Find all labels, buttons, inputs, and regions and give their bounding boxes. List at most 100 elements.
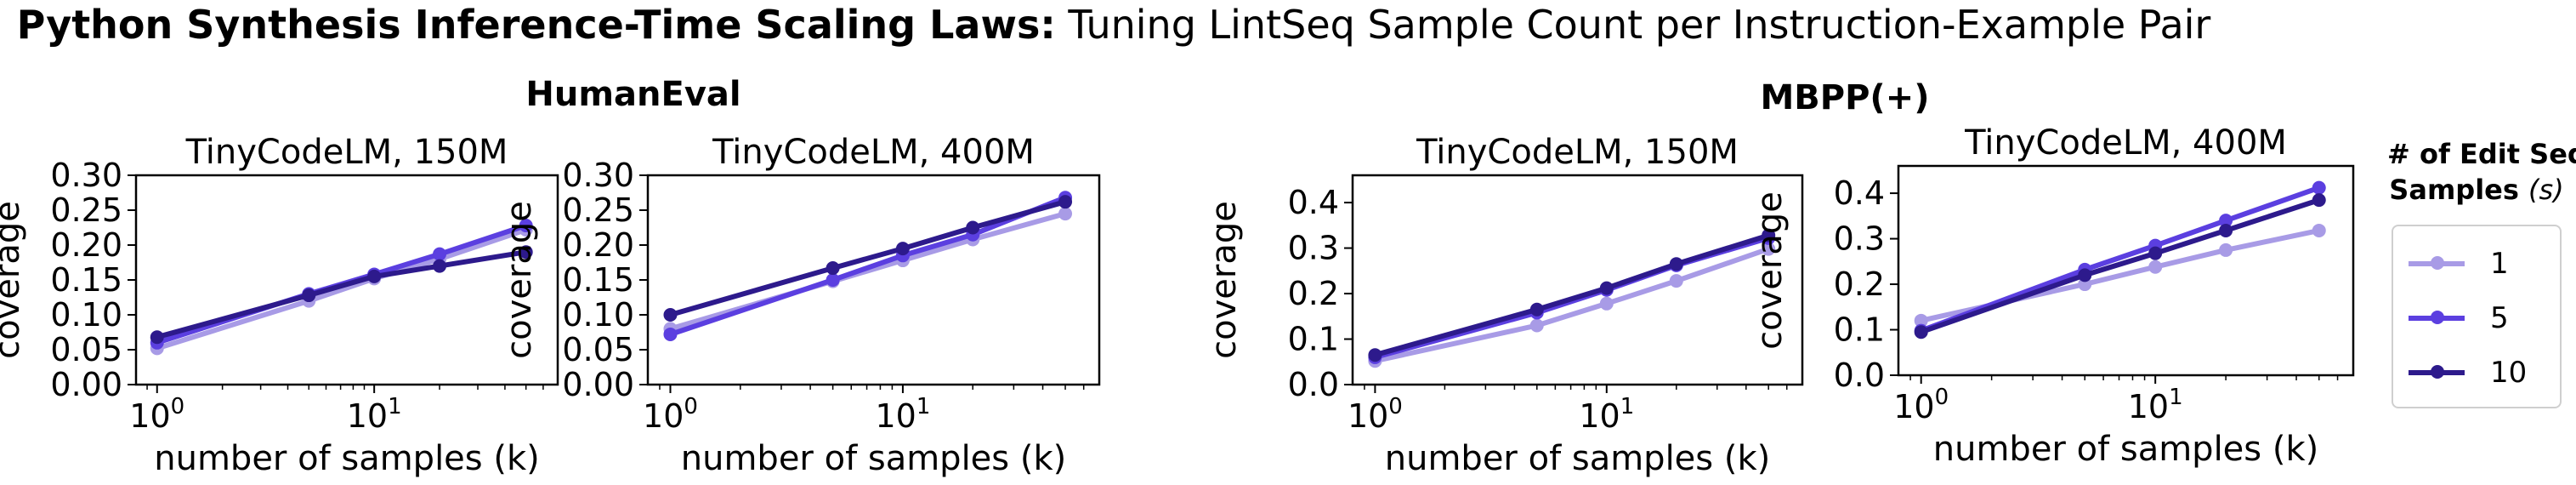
xlabel-humaneval-150m: number of samples (k) (154, 439, 539, 478)
xlabel-mbpp-150m: number of samples (k) (1385, 439, 1770, 478)
legend-item-s10[interactable]: 10 (2393, 345, 2560, 400)
ytick-label-mbpp-400m-1: 0.1 (1834, 311, 1885, 349)
xtick-label-mbpp-400m-1: 101 (2128, 385, 2183, 425)
ytick-label-mbpp-400m-2: 0.2 (1834, 265, 1885, 303)
series-line-humaneval-150m-s10 (156, 249, 527, 340)
legend-title-samples: Samples (2389, 174, 2519, 206)
data-point-humaneval-150m-s10-4 (519, 245, 533, 260)
data-point-mbpp-150m-s10-3 (1669, 257, 1683, 271)
axes-frame-humaneval-400m (646, 174, 1101, 386)
xtick-label-humaneval-400m-0: 100 (643, 394, 698, 435)
data-point-mbpp-150m-s10-0 (1368, 348, 1382, 362)
ytick-label-humaneval-150m-6: 0.30 (50, 157, 122, 194)
data-point-humaneval-150m-s10-1 (302, 288, 316, 303)
ytick-label-mbpp-150m-0: 0.0 (1288, 366, 1339, 403)
chart-humaneval-400m: TinyCodeLM, 400M 0.000.050.100.150.200.25… (500, 133, 1101, 478)
data-point-humaneval-400m-s1-4 (1058, 207, 1073, 221)
legend-swatch-s10 (2409, 365, 2465, 379)
series-line-mbpp-150m-s1 (1374, 246, 1770, 364)
legend-label-s1: 1 (2490, 247, 2509, 281)
chart-humaneval-150m: TinyCodeLM, 150M 0.000.050.100.150.200.25… (0, 133, 559, 478)
data-point-mbpp-400m-s1-4 (2312, 223, 2326, 237)
ylabel-humaneval-150m: coverage (0, 201, 27, 359)
legend-marker-s1 (2431, 256, 2444, 270)
figure-title-rest: Tuning LintSeq Sample Count per Instruct… (1055, 2, 2211, 48)
subplot-title-humaneval-400m: TinyCodeLM, 400M (712, 133, 1035, 172)
legend-title-line2: Samples (s) (2387, 172, 2566, 208)
ytick-label-humaneval-150m-5: 0.25 (50, 191, 122, 229)
figure-title: Python Synthesis Inference-Time Scaling … (0, 2, 2227, 48)
xlabel-mbpp-400m: number of samples (k) (1933, 430, 2318, 469)
ytick-label-humaneval-400m-4: 0.20 (562, 226, 634, 264)
ytick-label-humaneval-400m-5: 0.25 (562, 191, 634, 229)
data-point-mbpp-400m-s5-3 (2219, 214, 2233, 228)
data-point-mbpp-400m-s1-3 (2219, 242, 2233, 257)
data-point-humaneval-400m-s10-0 (663, 308, 678, 322)
subplot-title-mbpp-400m: TinyCodeLM, 400M (1964, 123, 2287, 163)
data-point-humaneval-400m-s10-4 (1058, 195, 1073, 209)
subplot-title-humaneval-150m: TinyCodeLM, 150M (185, 133, 508, 172)
ytick-label-mbpp-150m-2: 0.2 (1288, 275, 1339, 312)
data-point-mbpp-150m-s10-1 (1529, 302, 1544, 317)
ytick-label-humaneval-400m-0: 0.00 (562, 366, 634, 403)
data-point-humaneval-400m-s10-2 (895, 242, 910, 256)
chart-mbpp-150m: TinyCodeLM, 150M 0.0 0.1 0.2 0.3 0.4 100 101 num… (1205, 133, 1804, 478)
legend-label-s10: 10 (2490, 356, 2528, 390)
data-point-mbpp-400m-s10-4 (2312, 193, 2326, 208)
ytick-label-mbpp-150m-4: 0.4 (1288, 184, 1339, 221)
data-point-mbpp-400m-s10-2 (2148, 246, 2163, 260)
data-point-humaneval-400m-s10-3 (966, 220, 980, 235)
ytick-label-humaneval-400m-3: 0.15 (562, 261, 634, 299)
legend-label-s5: 5 (2490, 301, 2509, 335)
axes-frame-mbpp-400m (1897, 164, 2355, 377)
axes-frame-mbpp-150m (1351, 174, 1804, 386)
legend-box: 1 5 10 (2392, 225, 2562, 408)
xtick-label-humaneval-150m-0: 100 (129, 394, 184, 435)
series-line-mbpp-400m-s10 (1920, 197, 2320, 335)
legend-title: # of Edit Seq. Samples (s) (2387, 136, 2576, 208)
data-point-mbpp-150m-s1-3 (1669, 274, 1683, 288)
data-point-mbpp-150m-s1-4 (1762, 242, 1776, 256)
ytick-label-mbpp-400m-3: 0.3 (1834, 220, 1885, 258)
xtick-label-humaneval-400m-1: 101 (875, 394, 930, 435)
data-point-mbpp-400m-s1-0 (1914, 313, 1928, 328)
xlabel-humaneval-400m: number of samples (k) (681, 439, 1066, 478)
xtick-label-mbpp-150m-0: 100 (1348, 394, 1403, 435)
data-point-humaneval-150m-s10-0 (150, 330, 164, 345)
ytick-label-mbpp-150m-1: 0.1 (1288, 321, 1339, 358)
data-point-mbpp-150m-s10-2 (1599, 281, 1614, 295)
data-point-mbpp-400m-s10-0 (1914, 325, 1928, 340)
ytick-label-humaneval-400m-2: 0.10 (562, 296, 634, 334)
xtick-label-mbpp-150m-1: 101 (1579, 394, 1634, 435)
legend-marker-s10 (2431, 365, 2444, 379)
series-line-humaneval-150m-s1 (156, 227, 527, 351)
ytick-label-mbpp-150m-3: 0.3 (1288, 230, 1339, 267)
data-point-mbpp-150m-s1-2 (1599, 296, 1614, 311)
data-point-humaneval-150m-s10-2 (367, 269, 382, 283)
chart-mbpp-400m: TinyCodeLM, 400M 0.0 0.1 0.2 0.3 0.4 100 101 num… (1750, 123, 2355, 469)
legend-swatch-s5 (2409, 311, 2465, 324)
data-point-mbpp-400m-s10-1 (2078, 268, 2092, 282)
series-line-humaneval-400m-s10 (669, 199, 1066, 317)
legend-item-s5[interactable]: 5 (2393, 291, 2560, 345)
ylabel-mbpp-150m: coverage (1205, 201, 1244, 359)
data-point-humaneval-150m-s5-3 (433, 247, 447, 261)
group-title-humaneval: HumanEval (525, 75, 741, 114)
ytick-label-humaneval-400m-1: 0.05 (562, 331, 634, 368)
legend-swatch-s1 (2409, 256, 2465, 270)
ytick-label-humaneval-150m-4: 0.20 (50, 226, 122, 264)
legend: # of Edit Seq. Samples (s) 1 5 10 (2387, 136, 2576, 408)
ytick-label-humaneval-400m-6: 0.30 (562, 157, 634, 194)
ytick-label-mbpp-400m-4: 0.4 (1834, 174, 1885, 212)
data-point-mbpp-400m-s10-3 (2219, 223, 2233, 237)
figure-title-bold: Python Synthesis Inference-Time Scaling … (16, 2, 1056, 48)
data-point-mbpp-400m-s5-4 (2312, 180, 2326, 195)
data-point-humaneval-400m-s5-1 (826, 273, 840, 287)
data-point-mbpp-150m-s1-1 (1529, 318, 1544, 333)
legend-item-s1[interactable]: 1 (2393, 237, 2560, 291)
subplot-title-mbpp-150m: TinyCodeLM, 150M (1416, 133, 1739, 172)
series-line-mbpp-150m-s10 (1374, 232, 1770, 358)
data-point-humaneval-150m-s10-3 (433, 259, 447, 273)
data-point-humaneval-400m-s10-1 (826, 261, 840, 276)
